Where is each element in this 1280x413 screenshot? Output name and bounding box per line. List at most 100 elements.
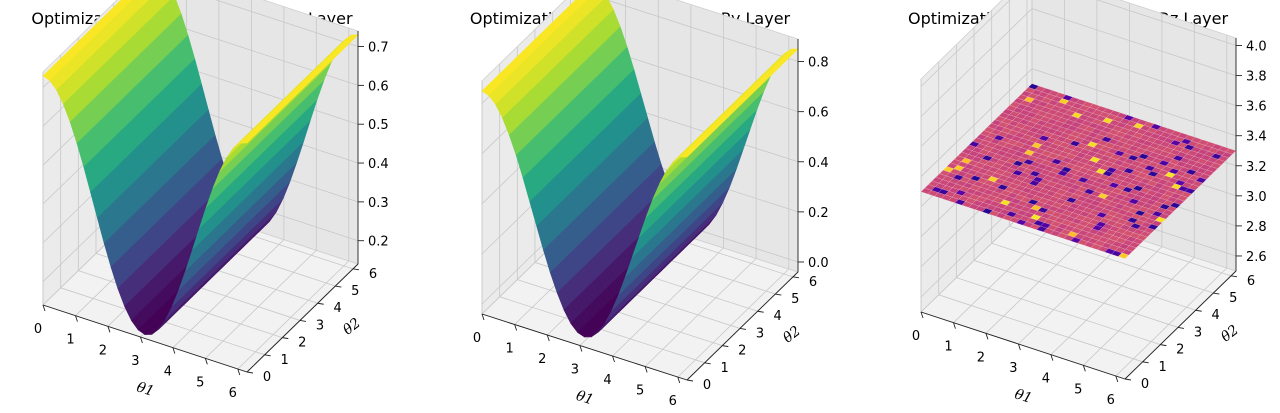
y-tick-label: 2 [1176, 343, 1184, 358]
x-tick-label: 2 [538, 352, 546, 367]
z-tick-label: 0.6 [368, 79, 389, 94]
axes: 012345601234562.62.83.03.23.43.63.84.0θ1… [912, 38, 1267, 408]
x-axis-label: θ1 [135, 379, 156, 400]
z-tick-label: 0.3 [368, 196, 389, 211]
x-gridline [172, 6, 285, 348]
surface-patch [1147, 223, 1159, 231]
y-gridline [956, 277, 1161, 346]
x-tick-label: 5 [1074, 382, 1082, 397]
x-tick-label: 1 [505, 342, 513, 357]
x-tick [1050, 354, 1054, 361]
z-tick-label: 0.2 [808, 206, 829, 221]
x-tick-label: 6 [669, 394, 677, 409]
y-axis-label: θ2 [340, 315, 364, 338]
y-tick [757, 310, 764, 313]
y-tick [686, 379, 694, 382]
surface-patch [1128, 241, 1141, 249]
z-tick-label: 3.0 [1246, 190, 1267, 205]
y-tick-label: 6 [369, 267, 377, 282]
surface [481, 0, 799, 338]
y-axis-line [246, 263, 359, 373]
y-tick-label: 1 [281, 353, 289, 368]
y-tick-label: 5 [351, 284, 359, 299]
x-tick-label: 5 [636, 384, 644, 399]
y-tick [1213, 292, 1220, 295]
x-tick [644, 366, 648, 373]
z-gridline [920, 0, 1237, 87]
y-tick [704, 362, 711, 365]
y-tick-label: 4 [1212, 308, 1220, 323]
y-tick [1124, 378, 1132, 381]
y-tick-label: 3 [316, 318, 324, 333]
x-tick [514, 324, 518, 331]
y-gridline [938, 294, 1143, 363]
surface [42, 0, 359, 335]
y-tick [1177, 326, 1185, 329]
x-tick-label: 1 [66, 333, 74, 348]
subplot-rz-rx: Optimization Landscape for Rz-Rx Layer 0… [31, 0, 389, 401]
surface-patch [1221, 151, 1233, 159]
y-axis-line [1124, 270, 1237, 380]
x-tick [677, 376, 681, 384]
z-tick-label: 0.2 [368, 235, 389, 250]
x-tick [481, 313, 485, 321]
x-tick-label: 4 [164, 365, 172, 380]
y-gridline [991, 242, 1196, 311]
y-tick-label: 6 [809, 275, 817, 290]
x-tick [172, 347, 176, 354]
x-tick-label: 0 [473, 331, 481, 346]
x-tick [953, 322, 956, 329]
z-tick-label: 3.8 [1246, 70, 1267, 85]
x-axis-label: θ1 [1013, 386, 1034, 407]
z-tick-label: 2.6 [1246, 250, 1267, 265]
surface-patch [1140, 231, 1152, 238]
surface-patch [1158, 213, 1170, 220]
surface-patch [1177, 195, 1189, 202]
y-tick [299, 319, 307, 322]
surface-patch [679, 153, 692, 158]
x-tick [204, 358, 208, 365]
y-tick [352, 268, 360, 271]
y-tick-label: 5 [791, 292, 799, 307]
x-axis-label: θ1 [574, 388, 595, 409]
y-tick-label: 3 [756, 326, 764, 341]
y-gridline [499, 296, 705, 364]
y-tick-label: 4 [774, 309, 782, 324]
x-tick-label: 4 [603, 373, 611, 388]
x-tick [107, 326, 111, 333]
z-gridline [920, 38, 1237, 147]
z-gridline [920, 68, 1237, 177]
y-tick-label: 2 [298, 336, 306, 351]
x-tick [1082, 365, 1086, 372]
y-axis-line [686, 271, 799, 381]
y-tick [1230, 275, 1238, 278]
z-tick-label: 0.4 [808, 156, 829, 171]
z-tick-label: 0.0 [808, 256, 829, 271]
y-tick-label: 0 [703, 378, 711, 393]
x-tick-label: 1 [944, 340, 952, 355]
x-tick [985, 333, 989, 340]
surface-patch [1121, 249, 1133, 256]
y-tick [282, 337, 289, 340]
x-gridline [1083, 24, 1195, 366]
surface [920, 83, 1237, 259]
y-tick [246, 371, 254, 374]
z-tick-label: 0.7 [368, 41, 389, 56]
z-tick-label: 0.6 [808, 106, 829, 121]
subplot-rz-rz: Optimization Landscape for Rz-Rz Layer 0… [908, 0, 1267, 408]
x-tick [920, 311, 924, 319]
z-tick-label: 0.5 [368, 118, 389, 133]
y-tick [1195, 309, 1202, 312]
x-tick-label: 6 [229, 386, 237, 401]
z-gridline [920, 8, 1237, 117]
y-gridline [973, 260, 1179, 328]
surface-patch [239, 138, 252, 144]
y-gridline [1009, 225, 1214, 294]
surface-patch [1184, 187, 1196, 195]
y-tick-label: 1 [721, 361, 729, 376]
x-tick-label: 4 [1042, 372, 1050, 387]
y-tick-label: 1 [1159, 360, 1167, 375]
